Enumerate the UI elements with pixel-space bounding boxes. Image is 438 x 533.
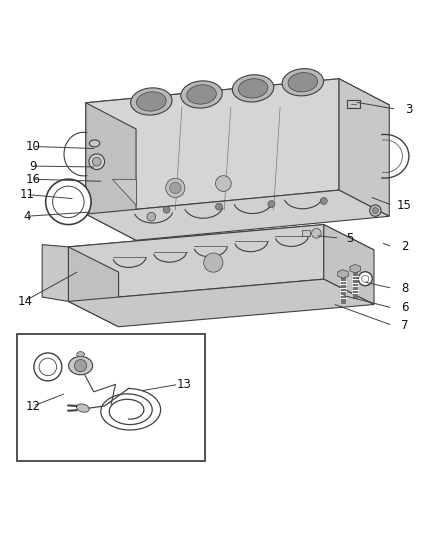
Circle shape bbox=[34, 353, 62, 381]
Circle shape bbox=[92, 157, 101, 166]
Polygon shape bbox=[338, 270, 348, 278]
Circle shape bbox=[89, 154, 105, 169]
Polygon shape bbox=[86, 190, 389, 240]
Text: 4: 4 bbox=[23, 210, 31, 223]
Ellipse shape bbox=[137, 92, 166, 111]
Circle shape bbox=[215, 176, 231, 191]
Text: 13: 13 bbox=[177, 378, 191, 391]
Polygon shape bbox=[86, 103, 136, 240]
Circle shape bbox=[39, 358, 57, 376]
Circle shape bbox=[358, 272, 372, 286]
Circle shape bbox=[74, 359, 87, 372]
Text: 6: 6 bbox=[401, 302, 408, 314]
Ellipse shape bbox=[76, 404, 89, 412]
Ellipse shape bbox=[187, 85, 216, 104]
Polygon shape bbox=[324, 224, 374, 304]
Circle shape bbox=[166, 179, 185, 198]
Circle shape bbox=[370, 205, 381, 216]
Ellipse shape bbox=[69, 357, 92, 375]
Ellipse shape bbox=[131, 88, 172, 115]
Polygon shape bbox=[68, 224, 374, 272]
Polygon shape bbox=[42, 245, 68, 302]
Text: 9: 9 bbox=[30, 159, 37, 173]
Bar bbox=[17, 334, 205, 461]
Circle shape bbox=[170, 182, 181, 193]
FancyBboxPatch shape bbox=[347, 100, 360, 108]
Ellipse shape bbox=[282, 69, 324, 96]
Circle shape bbox=[215, 203, 223, 210]
Ellipse shape bbox=[288, 72, 318, 92]
Polygon shape bbox=[68, 247, 119, 327]
Ellipse shape bbox=[77, 352, 85, 357]
Polygon shape bbox=[68, 224, 324, 302]
Polygon shape bbox=[350, 264, 360, 273]
Polygon shape bbox=[86, 79, 339, 214]
Text: 8: 8 bbox=[401, 282, 408, 295]
Text: 7: 7 bbox=[401, 319, 408, 332]
Circle shape bbox=[204, 253, 223, 272]
Circle shape bbox=[268, 200, 275, 207]
Polygon shape bbox=[68, 279, 374, 327]
Text: 15: 15 bbox=[397, 199, 412, 212]
Text: 14: 14 bbox=[17, 295, 32, 308]
Text: 16: 16 bbox=[26, 173, 41, 185]
Ellipse shape bbox=[89, 140, 100, 147]
Circle shape bbox=[147, 212, 155, 221]
Polygon shape bbox=[339, 79, 389, 216]
Circle shape bbox=[362, 275, 369, 282]
Polygon shape bbox=[112, 179, 136, 205]
Circle shape bbox=[372, 207, 378, 214]
FancyBboxPatch shape bbox=[301, 230, 310, 236]
Text: 12: 12 bbox=[26, 400, 41, 413]
Ellipse shape bbox=[181, 81, 222, 108]
Text: 11: 11 bbox=[19, 188, 35, 201]
Circle shape bbox=[46, 179, 91, 224]
Text: 10: 10 bbox=[26, 140, 41, 153]
Text: 3: 3 bbox=[405, 103, 413, 116]
Circle shape bbox=[320, 198, 327, 205]
Text: 2: 2 bbox=[401, 240, 408, 253]
Ellipse shape bbox=[233, 75, 274, 102]
Circle shape bbox=[53, 186, 84, 217]
Polygon shape bbox=[86, 79, 389, 129]
Circle shape bbox=[311, 229, 321, 238]
Text: 5: 5 bbox=[346, 232, 353, 245]
Ellipse shape bbox=[238, 79, 268, 98]
Circle shape bbox=[163, 206, 170, 213]
